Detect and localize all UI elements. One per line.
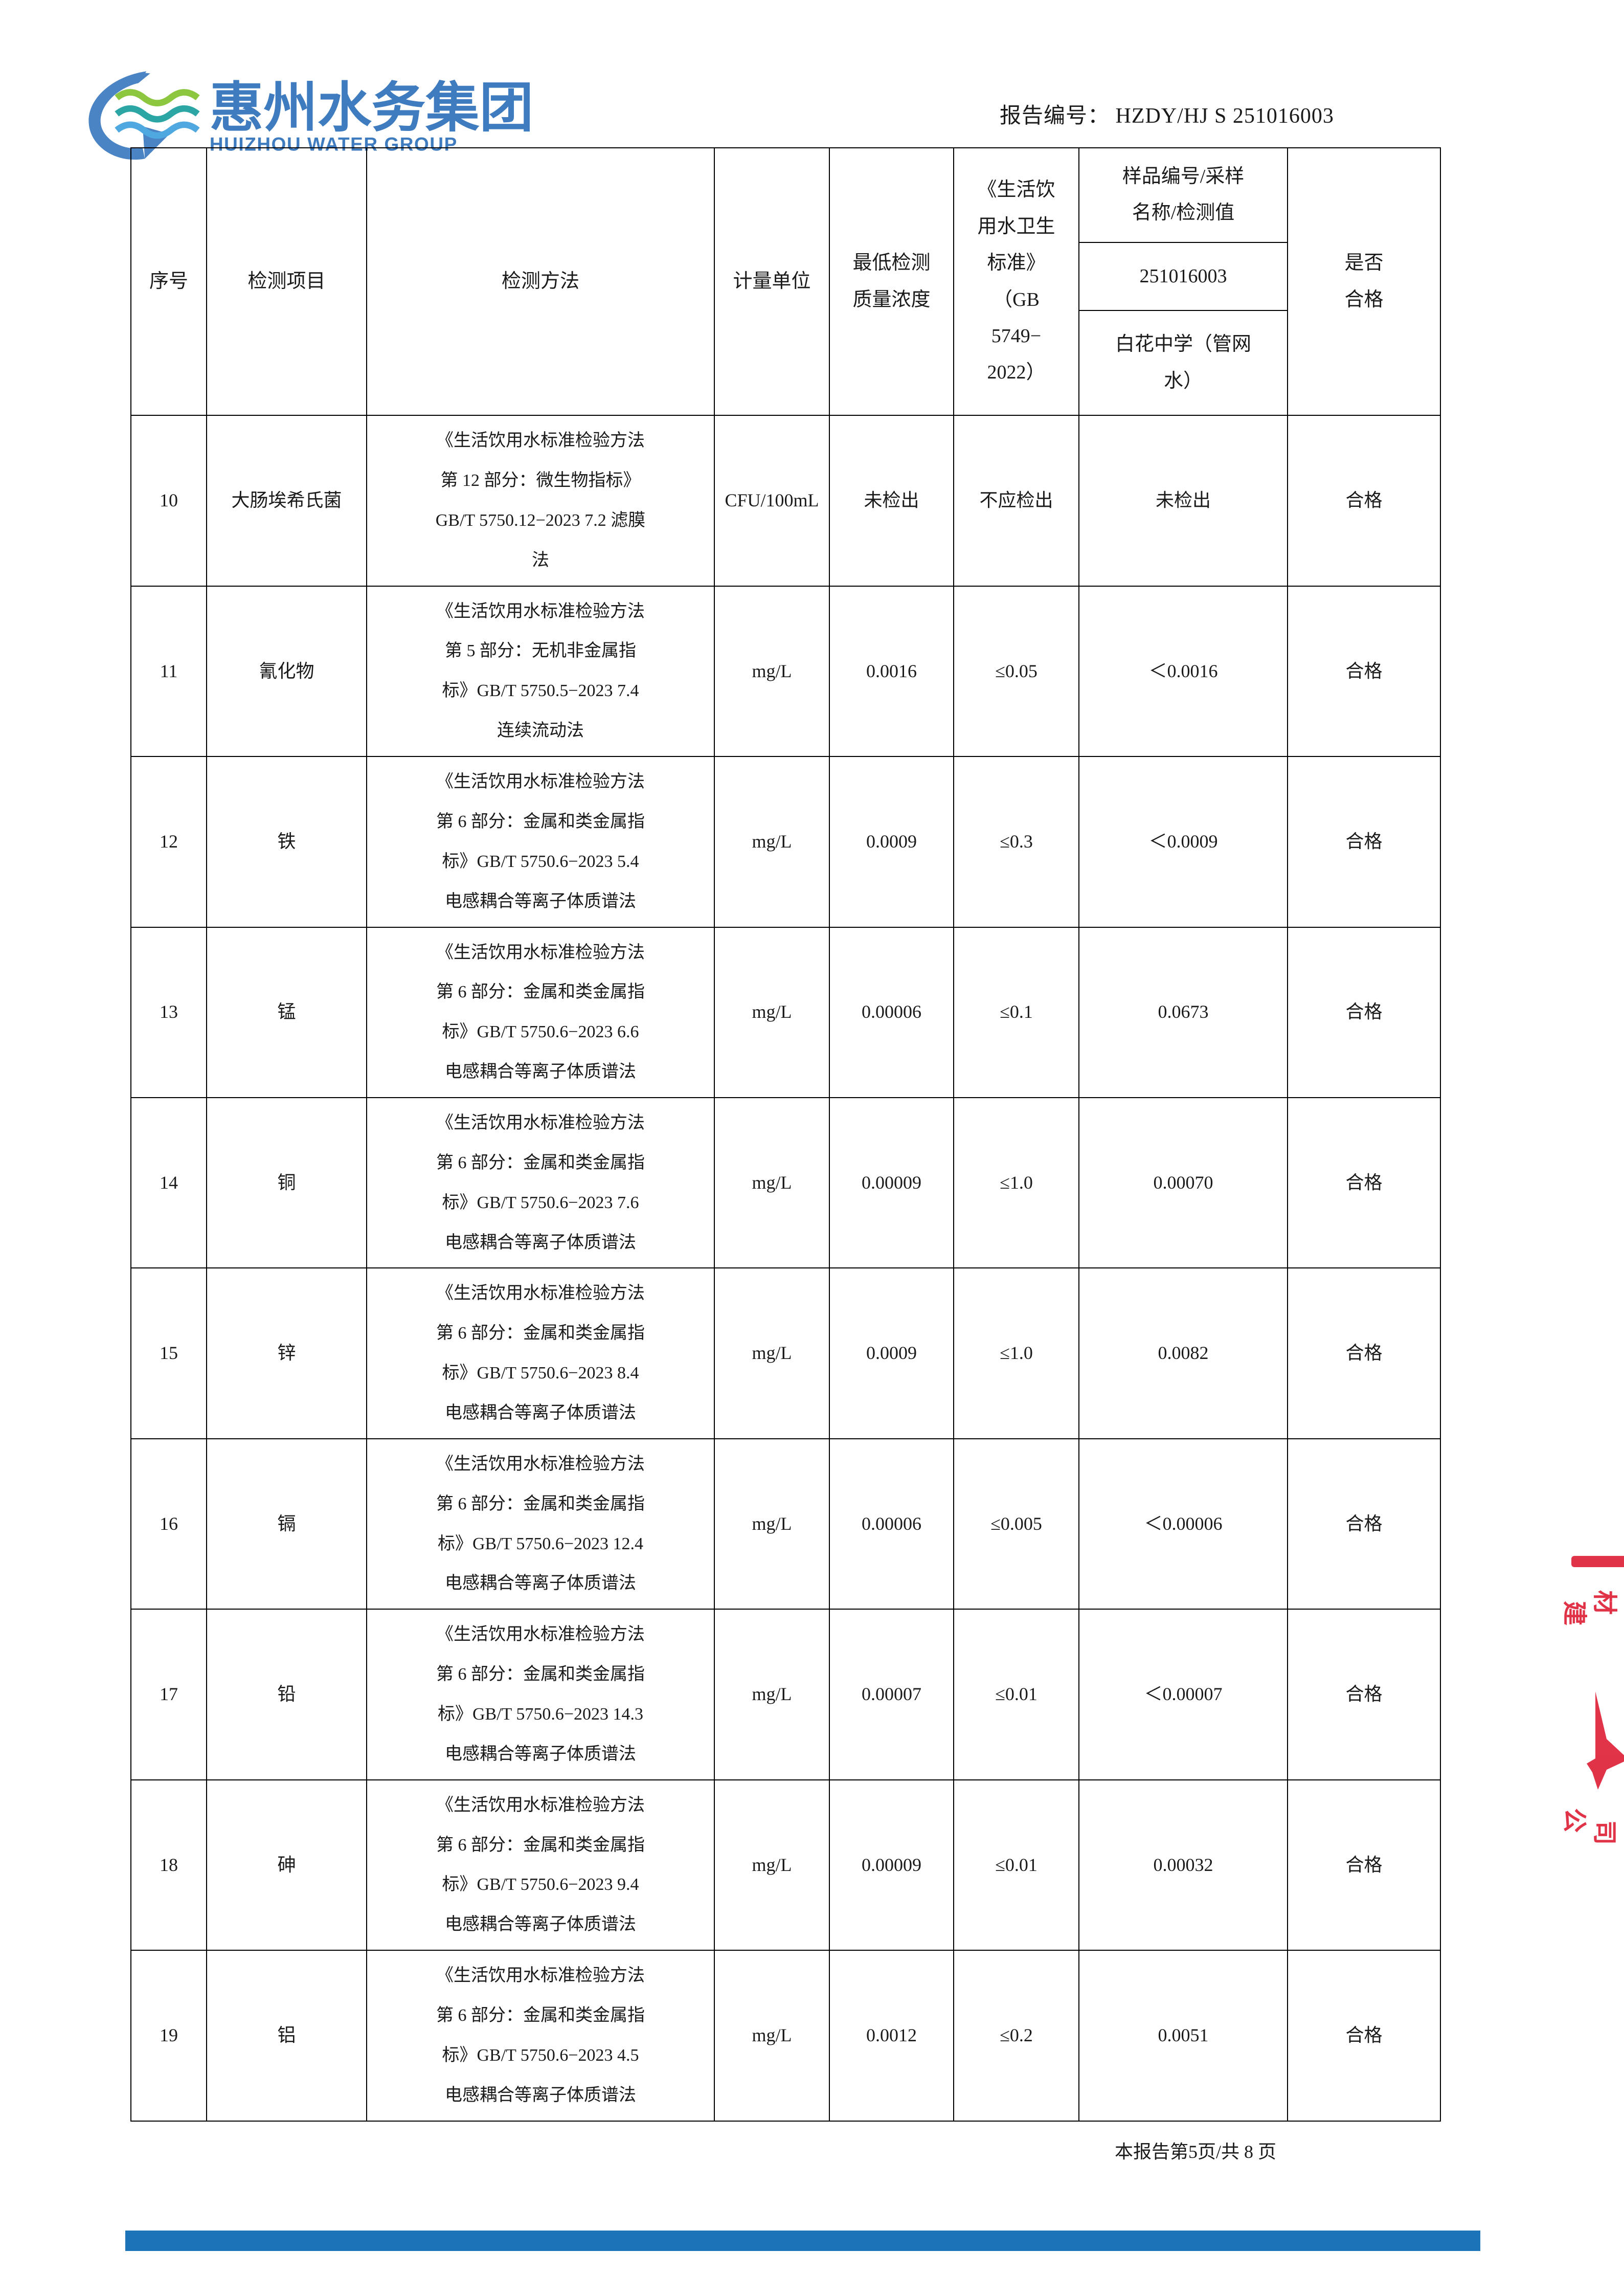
svg-text:公: 公	[1561, 1808, 1588, 1833]
svg-text:惠州水务集团: 惠州水务集团	[210, 78, 533, 138]
svg-text:司: 司	[1591, 1820, 1618, 1845]
svg-text:材: 材	[1591, 1590, 1618, 1615]
svg-text:建: 建	[1561, 1601, 1588, 1625]
